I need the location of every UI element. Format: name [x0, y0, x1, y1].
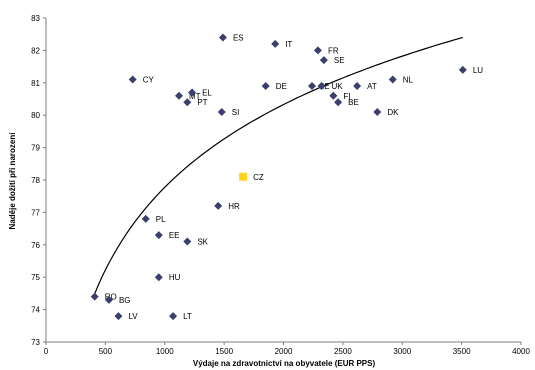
data-point-it — [271, 39, 280, 48]
point-label-lt: LT — [183, 312, 192, 321]
axes: 73 74 75 76 77 78 79 80 81 82 83 0 500 1000 1500 2000 25… — [31, 14, 530, 356]
data-point-lt — [169, 312, 178, 321]
point-label-ie: IE — [322, 82, 330, 91]
point-label-fi: FI — [343, 92, 350, 101]
point-label-se: SE — [334, 56, 345, 65]
data-point-el — [188, 88, 197, 97]
y-tick-label: 83 — [31, 14, 40, 23]
point-label-dk: DK — [387, 108, 399, 117]
point-label-si: SI — [232, 108, 240, 117]
point-label-lv: LV — [128, 312, 138, 321]
x-tick-label: 0 — [44, 347, 49, 356]
point-label-es: ES — [233, 33, 244, 42]
point-label-hu: HU — [169, 273, 181, 282]
data-point-cz — [239, 172, 248, 181]
data-point-sk — [183, 237, 192, 246]
x-tick-label: 500 — [99, 347, 113, 356]
point-label-cz: CZ — [253, 173, 264, 182]
data-point-hu — [154, 273, 163, 282]
data-point-cy — [128, 75, 137, 84]
point-label-mt: MT — [189, 92, 201, 101]
y-tick-label: 75 — [31, 273, 40, 282]
point-label-pt: PT — [197, 98, 207, 107]
data-point-pt — [183, 98, 192, 107]
y-tick-label: 79 — [31, 144, 40, 153]
data-point-uk — [317, 82, 326, 91]
data-point-hr — [214, 201, 223, 210]
data-point-mt — [175, 91, 183, 100]
y-tick-label: 80 — [31, 111, 40, 120]
point-label-cy: CY — [143, 76, 155, 85]
data-point-dk — [373, 107, 382, 116]
data-point-de — [261, 82, 270, 91]
data-point-fi — [329, 91, 338, 100]
point-label-it: IT — [285, 40, 292, 49]
x-axis-title: Výdaje na zdravotnictví na obyvatele (EU… — [193, 359, 376, 368]
y-tick-label: 76 — [31, 241, 40, 250]
point-label-lu: LU — [473, 66, 483, 75]
data-point-lu — [458, 65, 467, 74]
point-label-hr: HR — [228, 202, 240, 211]
point-label-bg: BG — [119, 296, 131, 305]
point-label-ro: RO — [105, 293, 117, 302]
point-label-be: BE — [348, 98, 359, 107]
data-point-at — [353, 82, 362, 91]
point-label-de: DE — [276, 82, 287, 91]
point-label-ee: EE — [169, 231, 180, 240]
x-tick-label: 3500 — [453, 347, 471, 356]
point-label-at: AT — [367, 82, 377, 91]
point-label-pl: PL — [156, 215, 166, 224]
data-point-si — [217, 107, 226, 116]
y-tick-label: 82 — [31, 46, 40, 55]
y-tick-label: 73 — [31, 338, 40, 347]
point-label-nl: NL — [403, 76, 414, 85]
data-point-lv — [114, 312, 123, 321]
data-point-es — [218, 33, 227, 42]
data-point-fr — [313, 46, 322, 55]
data-point-ee — [154, 231, 163, 240]
x-tick-label: 2000 — [275, 347, 293, 356]
point-label-uk: UK — [332, 82, 344, 91]
x-tick-label: 3000 — [393, 347, 411, 356]
y-tick-label: 78 — [31, 176, 40, 185]
x-tick-label: 1500 — [215, 347, 233, 356]
data-point-bg — [104, 295, 113, 304]
y-tick-label: 81 — [31, 79, 40, 88]
trendline — [92, 36, 463, 297]
data-point-pl — [141, 214, 150, 223]
point-label-sk: SK — [197, 238, 208, 247]
y-tick-label: 77 — [31, 208, 40, 217]
y-tick-label: 74 — [31, 306, 40, 315]
data-point-ro — [90, 292, 99, 301]
data-point-ie — [308, 82, 316, 91]
data-point-nl — [388, 75, 397, 84]
x-tick-label: 4000 — [512, 347, 530, 356]
point-label-el: EL — [202, 89, 212, 98]
x-tick-label: 2500 — [334, 347, 352, 356]
point-label-fr: FR — [328, 46, 339, 55]
x-tick-label: 1000 — [156, 347, 174, 356]
y-axis-title: Naděje dožití při narození — [8, 132, 17, 230]
data-point-be — [334, 98, 343, 107]
data-point-se — [319, 56, 328, 65]
